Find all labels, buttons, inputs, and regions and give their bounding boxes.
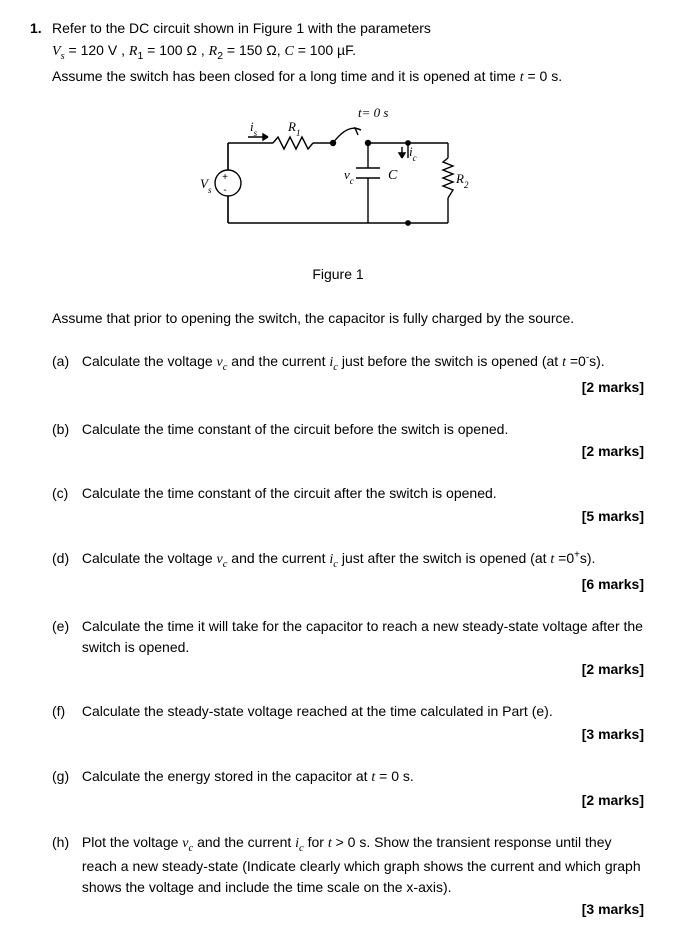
intro-line-3: Assume the switch has been closed for a … — [52, 66, 646, 88]
part-g-label: (g) — [52, 766, 78, 786]
part-d: (d) Calculate the voltage vc and the cur… — [30, 548, 646, 572]
part-c: (c) Calculate the time constant of the c… — [30, 483, 646, 503]
vs-label: Vs — [200, 176, 212, 195]
switch-label: t= 0 s — [358, 105, 388, 120]
part-c-label: (c) — [52, 483, 78, 503]
part-c-text: Calculate the time constant of the circu… — [82, 483, 646, 503]
circuit-diagram: t= 0 s is R1 Vs + - vc ic C R2 — [188, 103, 488, 253]
part-e-marks: [2 marks] — [30, 659, 646, 679]
part-b-label: (b) — [52, 419, 78, 439]
part-g-text: Calculate the energy stored in the capac… — [82, 766, 646, 788]
r2-label: R2 — [455, 171, 469, 190]
question-number: 1. — [30, 18, 52, 89]
vc-label: vc — [344, 167, 354, 186]
part-a-text: Calculate the voltage vc and the current… — [82, 351, 646, 375]
part-a-marks: [2 marks] — [30, 377, 646, 397]
intro-body: Refer to the DC circuit shown in Figure … — [52, 18, 646, 89]
r1-label: R1 — [287, 119, 300, 138]
part-b-marks: [2 marks] — [30, 441, 646, 461]
part-a: (a) Calculate the voltage vc and the cur… — [30, 351, 646, 375]
part-e-text: Calculate the time it will take for the … — [82, 616, 646, 657]
part-b: (b) Calculate the time constant of the c… — [30, 419, 646, 439]
figure-caption: Figure 1 — [30, 264, 646, 284]
c-label: C — [388, 168, 398, 183]
part-e-label: (e) — [52, 616, 78, 636]
part-f-text: Calculate the steady-state voltage reach… — [82, 701, 646, 721]
source-minus: - — [223, 185, 226, 196]
parameters-line: Vs = 120 V , R1 = 100 Ω , R2 = 150 Ω, C … — [52, 40, 646, 64]
part-f-marks: [3 marks] — [30, 724, 646, 744]
part-d-text: Calculate the voltage vc and the current… — [82, 548, 646, 572]
part-c-marks: [5 marks] — [30, 506, 646, 526]
figure-1: t= 0 s is R1 Vs + - vc ic C R2 Figure 1 — [30, 103, 646, 285]
part-h-label: (h) — [52, 832, 78, 852]
intro-line-1: Refer to the DC circuit shown in Figure … — [52, 18, 646, 38]
assumption-text: Assume that prior to opening the switch,… — [30, 308, 646, 328]
part-f: (f) Calculate the steady-state voltage r… — [30, 701, 646, 721]
ic-label: ic — [409, 144, 417, 163]
part-d-marks: [6 marks] — [30, 574, 646, 594]
part-e: (e) Calculate the time it will take for … — [30, 616, 646, 657]
is-label: is — [250, 119, 258, 138]
part-d-label: (d) — [52, 548, 78, 568]
part-b-text: Calculate the time constant of the circu… — [82, 419, 646, 439]
question-intro: 1. Refer to the DC circuit shown in Figu… — [30, 18, 646, 89]
source-plus: + — [222, 172, 228, 183]
part-h-marks: [3 marks] — [30, 899, 646, 919]
part-h: (h) Plot the voltage vc and the current … — [30, 832, 646, 897]
part-g: (g) Calculate the energy stored in the c… — [30, 766, 646, 788]
part-g-marks: [2 marks] — [30, 790, 646, 810]
part-f-label: (f) — [52, 701, 78, 721]
part-a-label: (a) — [52, 351, 78, 371]
part-h-text: Plot the voltage vc and the current ic f… — [82, 832, 646, 897]
